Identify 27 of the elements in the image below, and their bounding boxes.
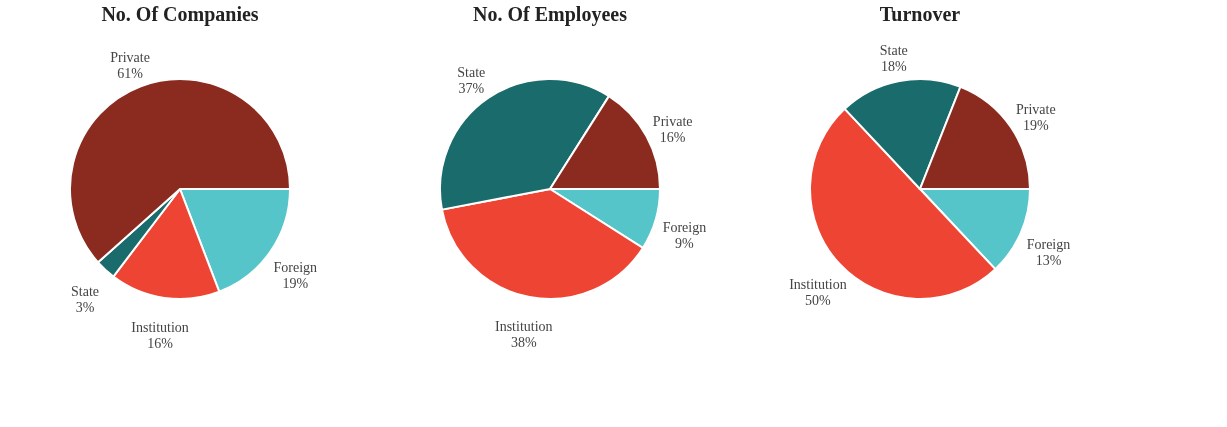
data-label: 16% xyxy=(659,129,686,145)
slice-label: State xyxy=(457,65,486,81)
data-label: 3% xyxy=(75,299,95,315)
slice-label: Institution xyxy=(131,319,189,335)
data-label: 18% xyxy=(880,59,907,75)
data-label: 19% xyxy=(282,276,309,292)
slice-label: Institution xyxy=(494,318,553,334)
slice-label: Private xyxy=(110,50,150,66)
slice-label: Foreign xyxy=(1026,236,1071,252)
data-label: 37% xyxy=(458,81,485,97)
slice-label: State xyxy=(879,43,908,59)
data-label: 38% xyxy=(510,334,537,350)
data-label: 19% xyxy=(1022,118,1049,134)
data-label: 16% xyxy=(147,335,174,351)
chart-title: Turnover xyxy=(879,3,961,25)
slice-label: Private xyxy=(652,113,693,129)
slice-label: Private xyxy=(1015,102,1056,118)
slice-label: Foreign xyxy=(662,220,707,236)
slice-label: Institution xyxy=(789,276,847,292)
slice-label: State xyxy=(71,283,100,299)
chart-title: No. Of Employees xyxy=(473,3,628,26)
data-label: 13% xyxy=(1035,252,1062,268)
chart-title: No. Of Companies xyxy=(101,3,259,26)
data-label: 61% xyxy=(117,66,144,82)
data-label: 9% xyxy=(675,236,695,252)
slice-label: Foreign xyxy=(273,260,318,276)
data-label: 50% xyxy=(805,292,832,308)
